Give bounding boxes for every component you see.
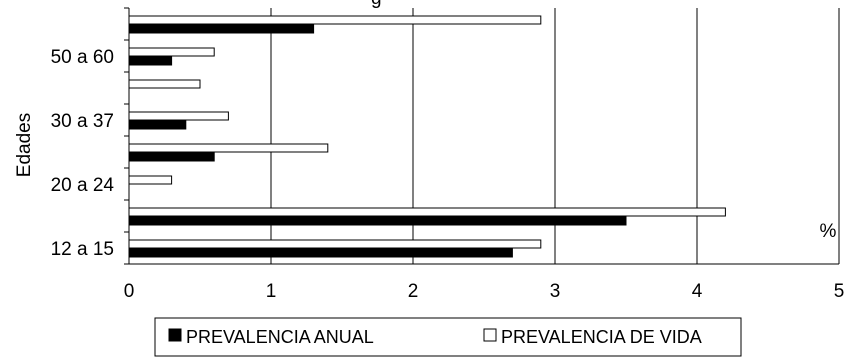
x-tick-labels: 0 1 2 3 4 5 [124,281,845,302]
x-axis-title: % [820,221,837,242]
grid-lines [270,8,840,264]
bar-prevalencia-vida [128,239,542,249]
legend-swatch-vida [483,328,497,342]
bars [128,15,726,258]
bar-prevalencia-vida [128,79,201,89]
bar-prevalencia-vida [128,111,229,121]
axes [124,7,839,265]
y-category-label: 20 a 24 [51,175,115,196]
bar-prevalencia-anual [128,248,513,258]
y-category-labels: 50 a 60 30 a 37 20 a 24 12 a 15 [51,47,115,260]
x-tick-label: 4 [692,281,703,302]
bar-prevalencia-anual [128,56,173,66]
y-category-label: 30 a 37 [51,111,114,132]
bar-prevalencia-anual [128,152,215,162]
legend-frame [154,317,742,357]
x-tick-label: 0 [124,281,135,302]
legend-label-vida: PREVALENCIA DE VIDA [501,327,702,347]
bar-prevalencia-vida [128,47,215,57]
x-tick-label: 2 [408,281,419,302]
bar-prevalencia-vida [128,15,542,25]
legend-label-anual: PREVALENCIA ANUAL [186,327,374,347]
bar-prevalencia-anual [128,216,627,226]
chart-title-fragment: g [371,0,382,9]
legend: PREVALENCIA ANUAL PREVALENCIA DE VIDA [154,317,742,357]
bar-prevalencia-anual [128,120,187,130]
bar-prevalencia-vida [128,175,173,185]
legend-swatch-anual [168,328,182,342]
y-axis-title: Edades [14,113,35,177]
y-category-label: 12 a 15 [51,239,114,260]
y-category-label: 50 a 60 [51,47,114,68]
bar-prevalencia-vida [128,207,726,217]
bar-prevalencia-anual [128,24,315,34]
x-tick-label: 3 [550,281,561,302]
x-tick-label: 1 [266,281,277,302]
bar-prevalencia-vida [128,143,329,153]
x-tick-label: 5 [834,281,845,302]
